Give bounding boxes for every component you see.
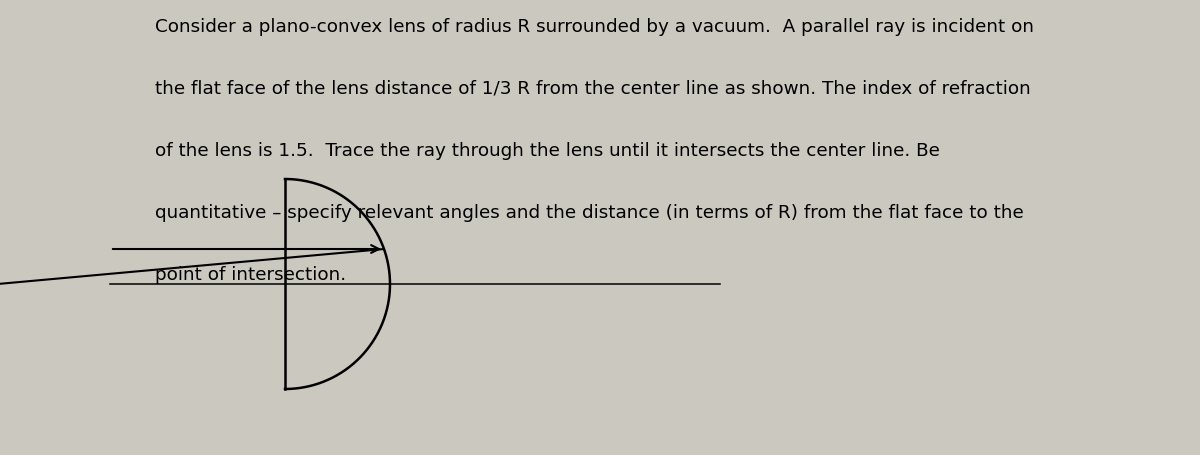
Text: of the lens is 1.5.  Trace the ray through the lens until it intersects the cent: of the lens is 1.5. Trace the ray throug…	[155, 142, 940, 160]
Text: Consider a plano-convex lens of radius R surrounded by a vacuum.  A parallel ray: Consider a plano-convex lens of radius R…	[155, 18, 1034, 36]
Text: point of intersection.: point of intersection.	[155, 265, 346, 283]
Text: quantitative – specify relevant angles and the distance (in terms of R) from the: quantitative – specify relevant angles a…	[155, 203, 1024, 222]
Text: the flat face of the lens distance of 1/3 R from the center line as shown. The i: the flat face of the lens distance of 1/…	[155, 80, 1031, 98]
